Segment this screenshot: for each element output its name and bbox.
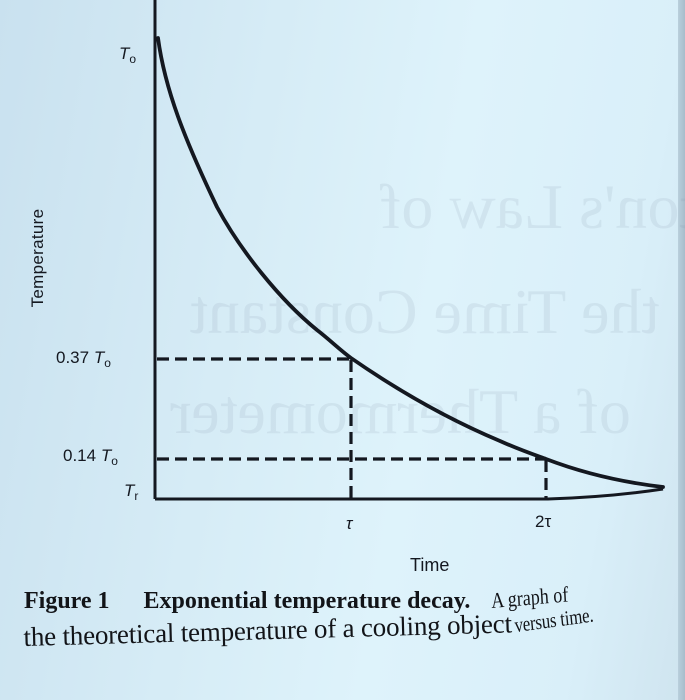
y-axis-label: Temperature	[28, 208, 47, 308]
y-tick-T0: To	[119, 44, 136, 66]
tick-subscript: r	[134, 489, 139, 503]
figure-title: Exponential temperature decay.	[143, 588, 471, 614]
caption-tail: versus time.	[513, 602, 595, 638]
x-tick-tau: τ	[346, 514, 353, 533]
tick-symbol: T	[119, 44, 130, 63]
figure-caption-line1: Figure 1 Exponential temperature decay. A …	[24, 581, 587, 615]
tick-symbol: T	[93, 348, 105, 367]
page-edge	[678, 0, 685, 700]
x-axis-label: Time	[410, 555, 450, 575]
tick-subscript: o	[129, 52, 137, 66]
tick-prefix: 0.37	[56, 348, 94, 367]
tick-symbol: T	[100, 446, 112, 465]
y-tick-014-T0: 0.14 To	[63, 446, 118, 468]
y-tick-037-T0: 0.37 To	[56, 348, 111, 370]
tick-prefix: 0.14	[63, 446, 101, 465]
x-axis	[155, 487, 664, 501]
tick-subscript: o	[111, 454, 118, 468]
figure-number: Figure 1	[24, 588, 110, 614]
tick-symbol: T	[124, 481, 135, 500]
tick-subscript: o	[104, 356, 111, 370]
y-tick-Tr: Tr	[124, 481, 138, 503]
x-tick-2tau: 2τ	[535, 512, 552, 531]
decay-curve	[156, 36, 665, 489]
